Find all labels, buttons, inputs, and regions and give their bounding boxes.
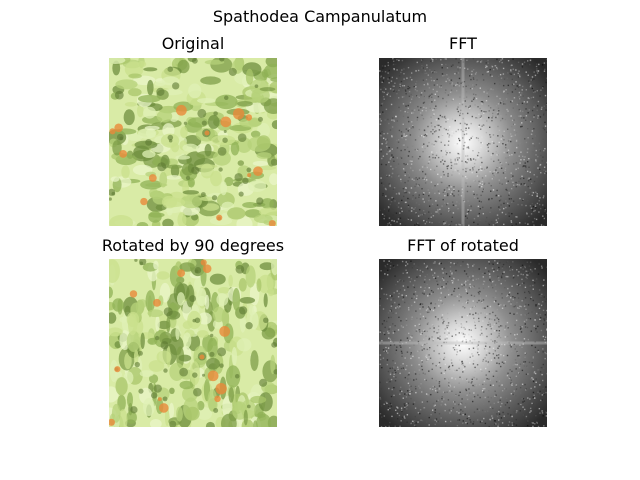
panel-title-fft: FFT (449, 34, 477, 53)
rotated-image (109, 259, 277, 427)
fft-image (379, 58, 547, 226)
panel-title-rotated: Rotated by 90 degrees (101, 236, 285, 255)
fft-rotated-image (379, 259, 547, 427)
figure-title: Spathodea Campanulatum (212, 7, 428, 26)
original-image (109, 58, 277, 226)
panel-title-original: Original (161, 34, 225, 53)
panel-title-fft-rotated: FFT of rotated (407, 236, 519, 255)
